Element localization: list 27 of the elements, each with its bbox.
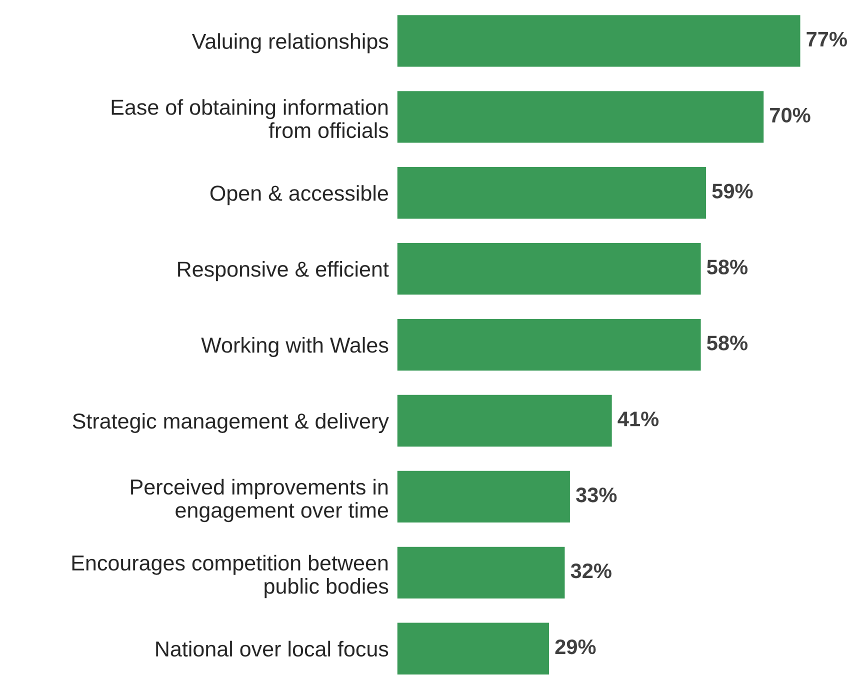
y-tick-label: Valuing relationships	[192, 33, 388, 54]
bar	[397, 15, 800, 67]
bar	[397, 470, 570, 523]
data-label: 33%	[576, 488, 617, 502]
bar	[397, 167, 706, 219]
data-label: 58%	[707, 336, 748, 350]
bar	[397, 243, 701, 295]
y-tick-label: Working with Wales	[201, 336, 388, 358]
y-tick-label: Encourages competition between public bodies	[72, 554, 388, 598]
y-tick-label: Perceived improvements in engagement over time	[131, 478, 388, 522]
bar	[397, 622, 550, 674]
data-label: 77%	[806, 32, 847, 47]
y-tick-label: Responsive & efficient	[178, 261, 389, 282]
data-label: 29%	[555, 639, 596, 654]
bar	[397, 318, 701, 371]
data-label: 59%	[712, 184, 753, 198]
data-label: 32%	[570, 564, 612, 578]
y-tick-label: Open & accessible	[210, 185, 388, 206]
y-tick-label: Strategic management & delivery	[72, 412, 389, 434]
y-tick-label: Ease of obtaining information from officials	[112, 99, 388, 138]
data-label: 70%	[770, 108, 810, 123]
bar	[397, 546, 565, 598]
y-tick-label: National over local focus	[156, 640, 388, 657]
data-label: 58%	[707, 260, 748, 274]
bar	[397, 394, 612, 447]
bar	[397, 91, 764, 143]
data-label: 41%	[618, 412, 659, 426]
